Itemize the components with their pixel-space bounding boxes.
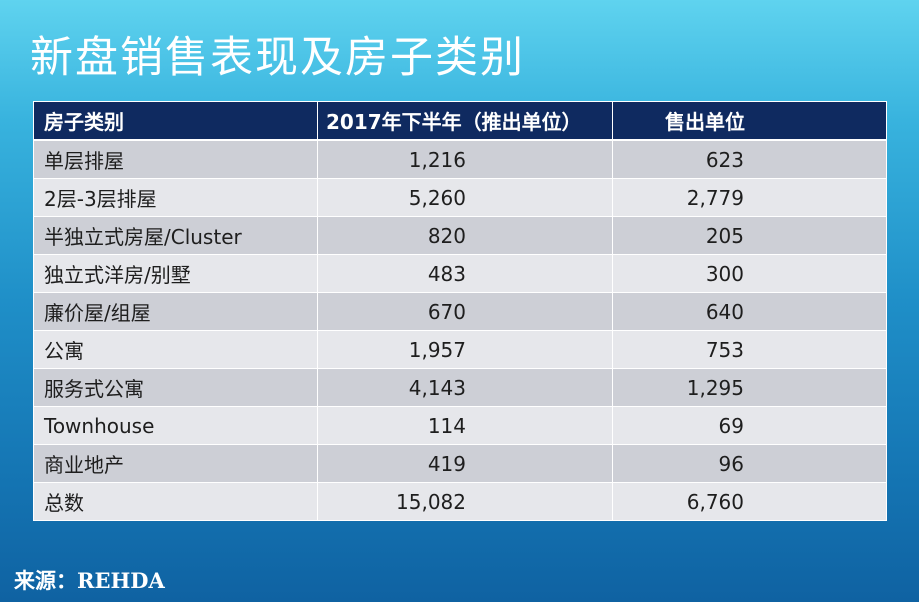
row-launched-units: 670 <box>317 292 613 331</box>
row-category: 商业地产 <box>33 444 318 483</box>
table-header-row: 房子类别 2017年下半年（推出单位） 售出单位 <box>33 101 887 141</box>
table-row: 半独立式房屋/Cluster 820 205 <box>33 216 887 255</box>
row-sold-units: 205 <box>612 216 887 255</box>
row-sold-units: 96 <box>612 444 887 483</box>
row-sold-units: 300 <box>612 254 887 293</box>
row-launched-units: 114 <box>317 406 613 445</box>
slide-title: 新盘销售表现及房子类别 <box>30 33 525 83</box>
row-category: 服务式公寓 <box>33 368 318 407</box>
table-row: 服务式公寓 4,143 1,295 <box>33 368 887 407</box>
row-category: 半独立式房屋/Cluster <box>33 216 318 255</box>
row-launched-units: 483 <box>317 254 613 293</box>
row-launched-units: 820 <box>317 216 613 255</box>
row-category: 廉价屋/组屋 <box>33 292 318 331</box>
row-launched-units: 419 <box>317 444 613 483</box>
row-sold-units: 623 <box>612 139 887 179</box>
source-note: 来源：REHDA <box>14 568 165 593</box>
header-category: 房子类别 <box>33 101 318 141</box>
header-launched-units: 2017年下半年（推出单位） <box>317 101 613 141</box>
row-sold-units: 2,779 <box>612 178 887 217</box>
table-row-total: 总数 15,082 6,760 <box>33 482 887 521</box>
row-launched-units: 1,957 <box>317 330 613 369</box>
row-category: 公寓 <box>33 330 318 369</box>
row-category: Townhouse <box>33 406 318 445</box>
row-sold-units: 6,760 <box>612 482 887 521</box>
row-sold-units: 69 <box>612 406 887 445</box>
row-sold-units: 640 <box>612 292 887 331</box>
housing-sales-table: 房子类别 2017年下半年（推出单位） 售出单位 单层排屋 1,216 623 … <box>33 101 887 521</box>
row-launched-units: 4,143 <box>317 368 613 407</box>
row-category: 总数 <box>33 482 318 521</box>
table-row: 廉价屋/组屋 670 640 <box>33 292 887 331</box>
header-sold-units: 售出单位 <box>612 101 887 141</box>
row-sold-units: 753 <box>612 330 887 369</box>
table-row: Townhouse 114 69 <box>33 406 887 445</box>
table-row: 2层-3层排屋 5,260 2,779 <box>33 178 887 217</box>
row-category: 单层排屋 <box>33 139 318 179</box>
table-row: 单层排屋 1,216 623 <box>33 139 887 179</box>
row-category: 独立式洋房/别墅 <box>33 254 318 293</box>
table-row: 独立式洋房/别墅 483 300 <box>33 254 887 293</box>
row-launched-units: 15,082 <box>317 482 613 521</box>
row-category: 2层-3层排屋 <box>33 178 318 217</box>
row-sold-units: 1,295 <box>612 368 887 407</box>
table-row: 公寓 1,957 753 <box>33 330 887 369</box>
table-row: 商业地产 419 96 <box>33 444 887 483</box>
row-launched-units: 1,216 <box>317 139 613 179</box>
row-launched-units: 5,260 <box>317 178 613 217</box>
